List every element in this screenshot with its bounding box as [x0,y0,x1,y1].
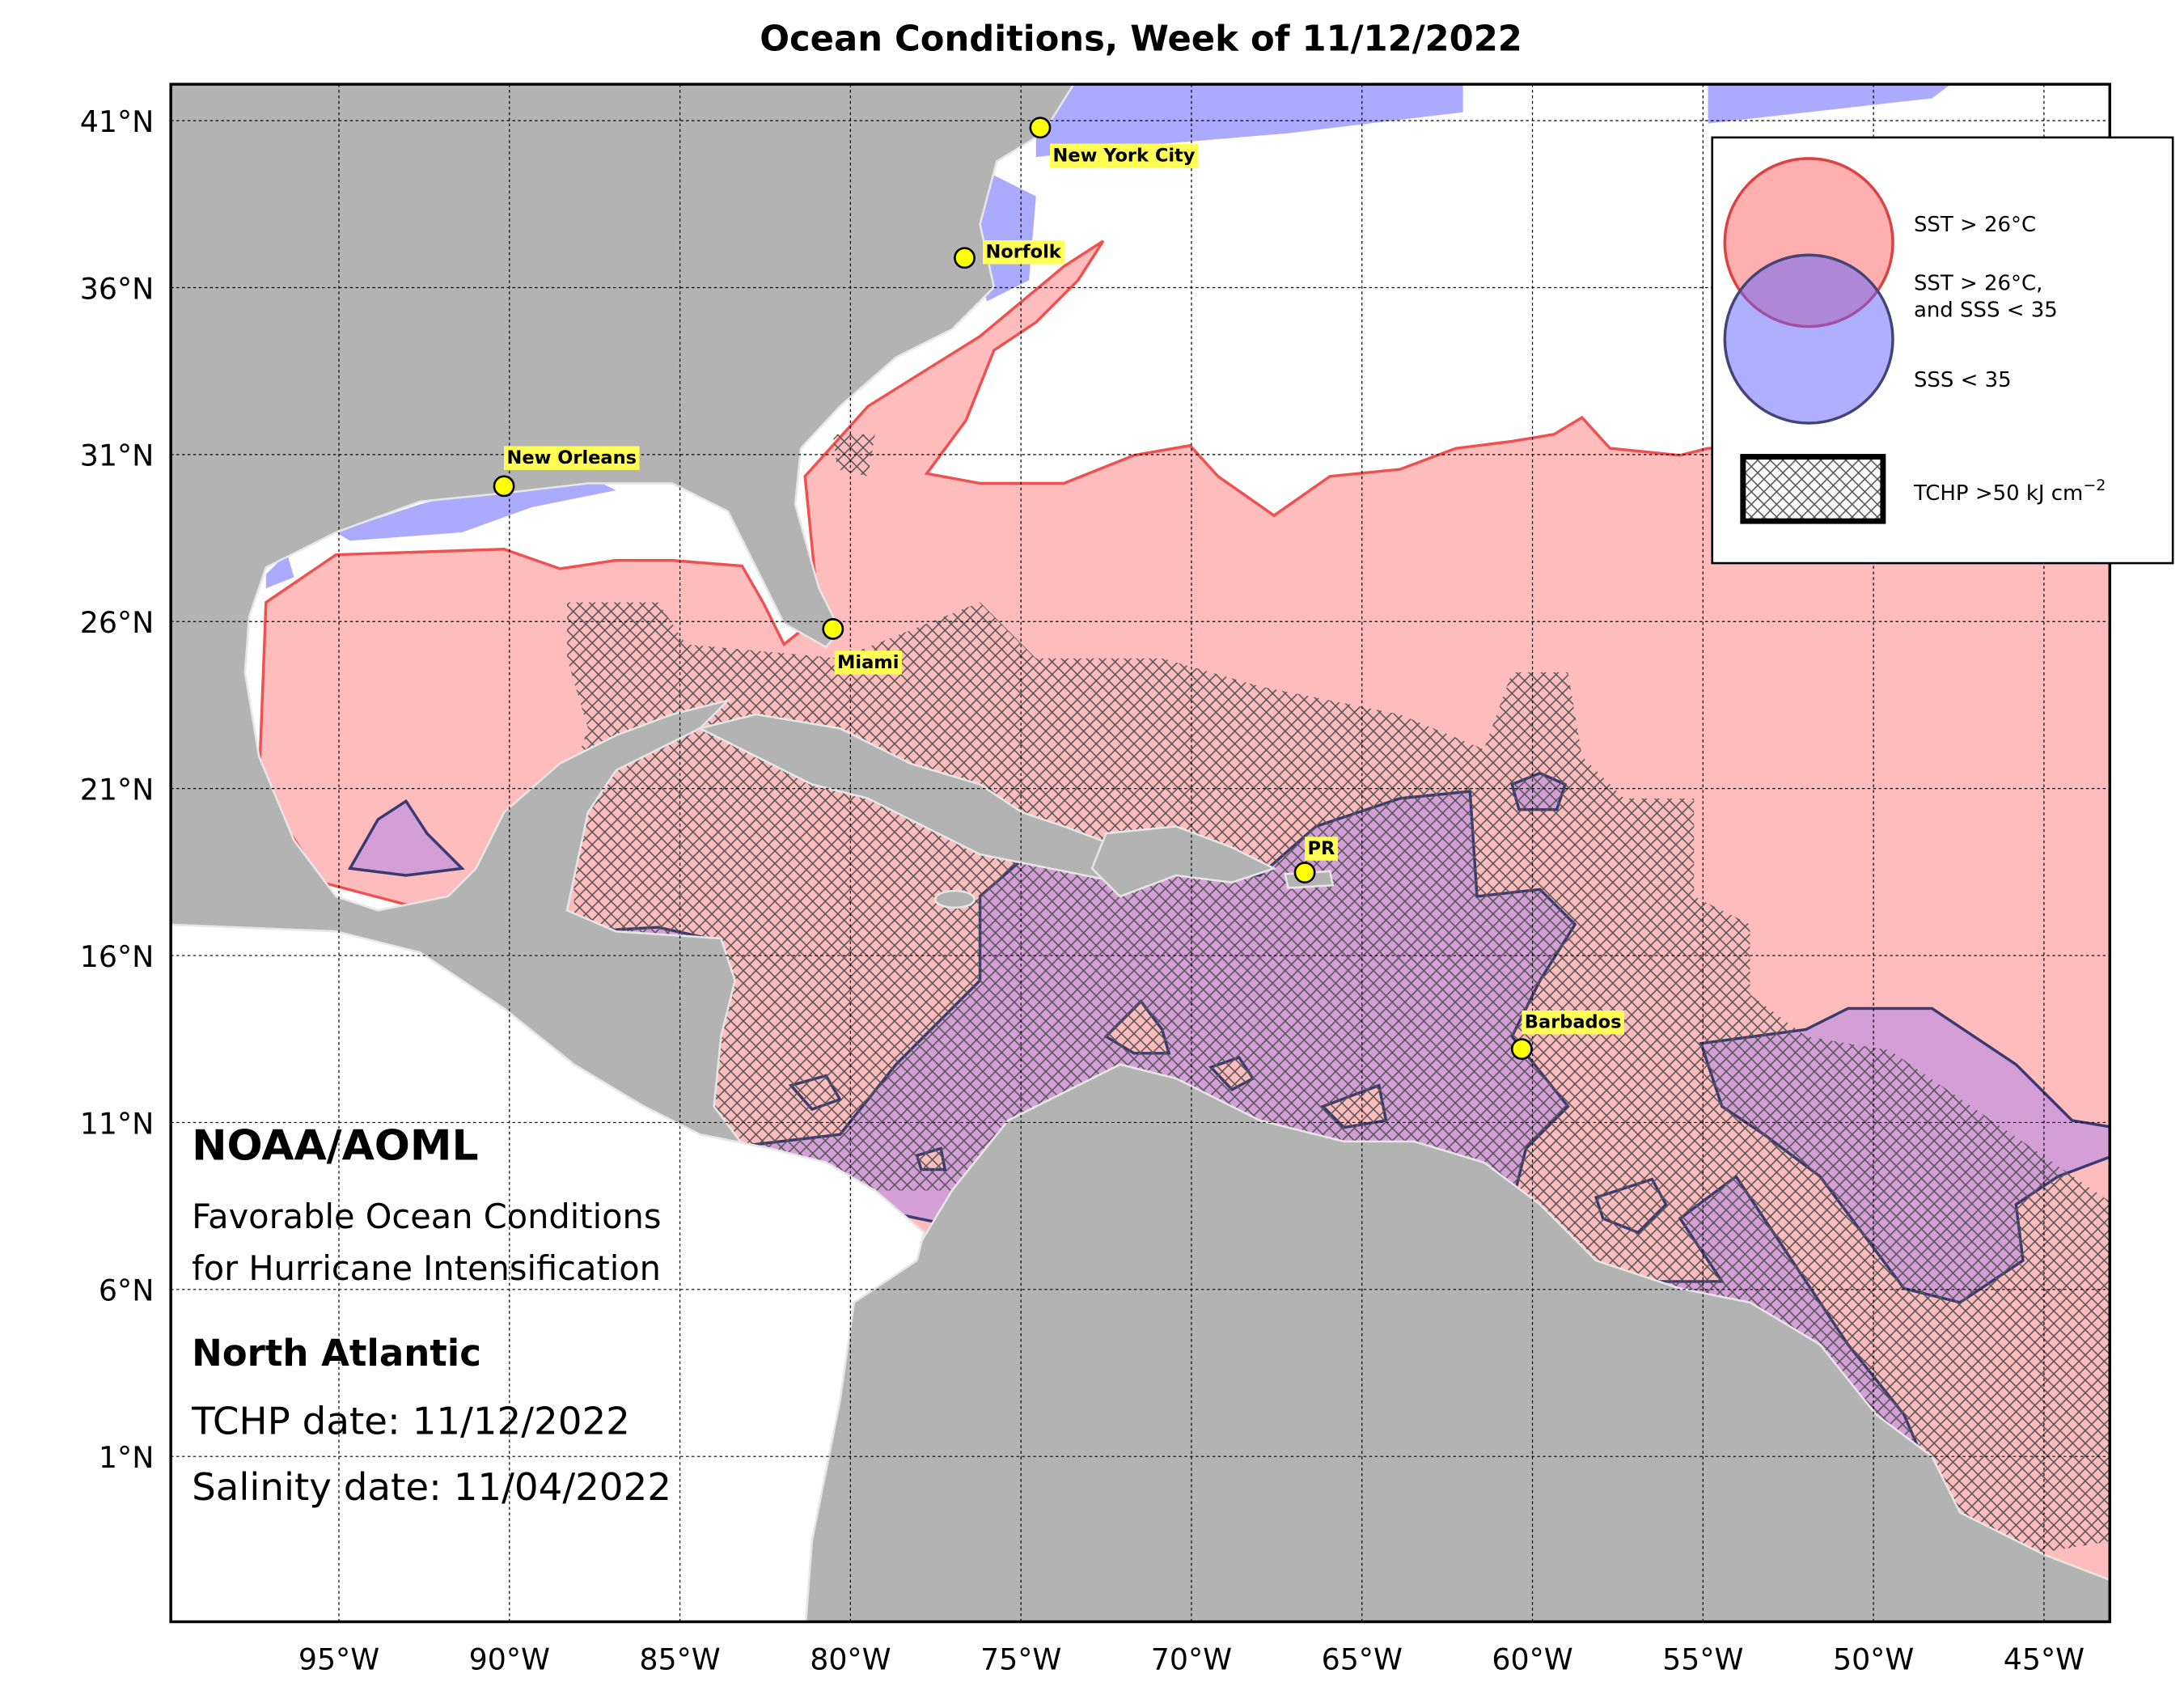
lon-tick-label: 75°W [980,1642,1061,1676]
lon-tick-label: 60°W [1492,1642,1572,1676]
city-label: Norfolk [985,242,1061,263]
city-marker [954,247,976,269]
info-block: NOAA/AOML Favorable Ocean Conditions for… [191,1121,671,1510]
tchp-region [832,434,875,477]
city-label: New York City [1053,145,1196,166]
city-label: PR [1308,838,1335,859]
legend-label: SST > 26°C [1914,213,2036,237]
map-title: Ocean Conditions, Week of 11/12/2022 [760,19,1522,60]
cities: New York City Norfolk New Orleans Miami PR Ba… [493,117,1624,1061]
city-marker [822,617,844,640]
legend-label: and SSS < 35 [1914,298,2058,322]
city-label-bg [1050,143,1199,168]
city-marker [1510,1038,1533,1061]
lat-tick-label: 36°N [80,271,154,306]
legend-label: SSS < 35 [1914,368,2012,392]
city-label-bg [1305,837,1338,861]
city-label-bg [504,446,640,470]
legend-tchp-swatch [1740,454,1886,524]
jamaica [933,889,976,909]
city-marker [1029,117,1052,139]
lon-tick-label: 90°W [469,1642,550,1676]
info-region: North Atlantic [192,1332,481,1375]
lat-tick-label: 21°N [80,773,154,807]
lat-tick-label: 26°N [80,605,154,640]
lat-tick-label: 6°N [99,1273,154,1308]
city-label-bg [834,650,902,675]
lon-tick-label: 50°W [1833,1642,1914,1676]
lat-tick-label: 41°N [80,104,154,139]
info-salinity-date: Salinity date: 11/04/2022 [192,1466,671,1510]
info-description: Favorable Ocean Conditions [192,1197,661,1236]
legend-tchp-superscript: −2 [2083,477,2106,494]
city-label-bg [982,240,1065,265]
lon-tick-label: 80°W [810,1642,891,1676]
graticule [171,84,2110,1622]
city-marker [1293,862,1316,883]
map-frame [169,83,2111,1624]
info-org: NOAA/AOML [192,1121,478,1170]
lon-tick-label: 85°W [639,1642,720,1676]
lat-tick-label: 11°N [80,1106,154,1141]
lat-tick-label: 31°N [80,439,154,473]
legend-tchp-text: TCHP >50 kJ cm [1913,481,2083,506]
city-label-bg [1522,1010,1624,1035]
tick-labels: 41°N 36°N 31°N 26°N 21°N 16°N 11°N 6°N 1°N 95°W 90… [80,104,2085,1676]
lon-tick-label: 55°W [1662,1642,1743,1676]
legend-sss-swatch [1723,253,1894,425]
lat-tick-label: 16°N [80,939,154,974]
lon-tick-label: 45°W [2004,1642,2085,1676]
lon-tick-label: 95°W [298,1642,379,1676]
city-marker [493,475,515,498]
legend-label: TCHP >50 kJ cm−2 [1913,477,2106,506]
sss-regions [265,84,1951,589]
lon-tick-label: 65°W [1322,1642,1403,1676]
lat-tick-label: 1°N [99,1440,154,1475]
city-label: Miami [837,652,899,673]
city-label: New Orleans [507,447,637,468]
hispaniola [1090,825,1277,898]
legend: SST > 26°C SST > 26°C, and SSS < 35 SSS … [1711,136,2174,565]
info-tchp-date: TCHP date: 11/12/2022 [191,1400,630,1444]
legend-label: SST > 26°C, [1914,272,2042,296]
lon-tick-label: 70°W [1151,1642,1232,1676]
city-label: Barbados [1525,1012,1622,1033]
info-description: for Hurricane Intensification [192,1248,661,1288]
